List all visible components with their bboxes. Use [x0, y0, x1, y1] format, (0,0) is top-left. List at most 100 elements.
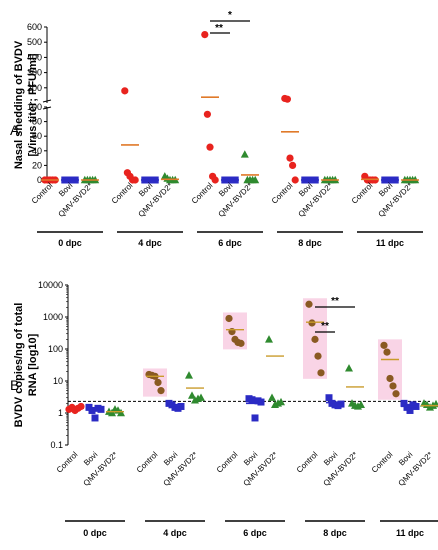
significance-label: ** [321, 321, 329, 332]
group-label: 8 dpc [298, 238, 322, 248]
data-point [317, 369, 325, 377]
y-tick-label: 400 [27, 52, 42, 62]
group-label: 6 dpc [218, 238, 242, 248]
category-label: Control [135, 450, 160, 475]
data-point [177, 402, 185, 410]
group-label: 6 dpc [243, 528, 267, 538]
data-point [188, 391, 196, 399]
data-point [203, 110, 211, 118]
y-tick-label: 200 [27, 83, 42, 93]
panel-b-y-title: BVDV copies/ng of total RNA [log10] [13, 303, 39, 428]
category-label: Control [270, 181, 295, 206]
significance-label: * [228, 10, 232, 21]
category-label: Control [110, 181, 135, 206]
y-tick-label: 0 [37, 175, 42, 185]
data-point [225, 314, 233, 323]
data-point [311, 335, 319, 343]
category-label: Control [30, 181, 55, 206]
axis-break-mark [42, 99, 52, 103]
data-point [117, 408, 125, 417]
data-point [314, 352, 322, 360]
data-point [88, 406, 96, 414]
panel-a-y-title: Nasal shedding of BVDV [Virus titer; PFU/… [13, 40, 39, 169]
panel-a-label: A [10, 122, 20, 138]
category-label: Control [55, 450, 80, 475]
data-point [325, 394, 333, 402]
data-point [389, 382, 397, 390]
data-point [383, 348, 391, 356]
data-point [308, 319, 316, 327]
category-label: Control [295, 450, 320, 475]
data-point [400, 399, 408, 407]
data-point [257, 398, 265, 406]
group-label: 0 dpc [58, 238, 82, 248]
group-label: 4 dpc [163, 528, 187, 538]
data-point [91, 414, 99, 422]
y-title-line: [Virus titer; PFU/ml] [27, 53, 39, 156]
group-label: 4 dpc [138, 238, 162, 248]
category-label: Control [190, 181, 215, 206]
data-point [121, 87, 129, 95]
category-label: Control [370, 450, 395, 475]
data-point [197, 393, 205, 401]
data-point [251, 414, 259, 422]
y-tick-label: 600 [27, 22, 42, 32]
y-tick-label: 10 [53, 376, 63, 386]
y-title-line: RNA [log10] [27, 333, 39, 396]
data-point [345, 364, 353, 372]
y-tick-label: 300 [27, 68, 42, 78]
group-label: 0 dpc [83, 528, 107, 538]
data-point [386, 374, 394, 383]
y-tick-label: 100 [27, 102, 42, 112]
data-point [406, 406, 414, 414]
data-point [305, 300, 313, 308]
data-point [240, 150, 249, 158]
y-tick-label: 20 [32, 160, 42, 170]
y-title-line: Nasal shedding of BVDV [13, 40, 25, 169]
data-point [211, 176, 219, 184]
data-point [157, 387, 165, 395]
y-tick-label: 80 [32, 117, 42, 127]
data-point [131, 176, 139, 184]
significance-label: ** [331, 296, 339, 307]
data-point [357, 400, 365, 409]
data-point [248, 396, 256, 404]
data-point [291, 176, 299, 184]
data-point [268, 393, 276, 401]
data-point [237, 339, 245, 347]
data-point [337, 400, 345, 408]
y-tick-label: 500 [27, 37, 42, 47]
category-label: Control [350, 181, 375, 206]
data-point [286, 154, 294, 162]
y-tick-label: 100 [48, 344, 63, 354]
data-point [201, 30, 209, 39]
range-shade [378, 339, 402, 400]
data-point [277, 397, 285, 406]
category-label: Control [215, 450, 240, 475]
data-point [206, 143, 214, 151]
y-tick-label: 60 [32, 131, 42, 141]
y-tick-label: 1 [58, 408, 63, 418]
group-label: 11 dpc [396, 528, 424, 538]
panel-b-label: B [10, 377, 19, 393]
data-point [185, 371, 193, 379]
data-point [97, 405, 105, 413]
axis-break-mark [42, 106, 52, 110]
data-point [265, 335, 273, 343]
y-tick-label: 0.1 [50, 440, 63, 450]
group-label: 11 dpc [376, 238, 404, 248]
y-tick-label: 1000 [43, 312, 63, 322]
y-tick-label: 10000 [38, 280, 63, 290]
y-tick-label: 40 [32, 146, 42, 156]
significance-label: ** [215, 23, 223, 34]
data-point [380, 341, 388, 349]
data-point [289, 161, 297, 169]
y-title-line: BVDV copies/ng of total [13, 303, 25, 428]
data-point [283, 95, 291, 103]
data-point [251, 175, 260, 184]
group-label: 8 dpc [323, 528, 347, 538]
data-point [154, 378, 162, 387]
